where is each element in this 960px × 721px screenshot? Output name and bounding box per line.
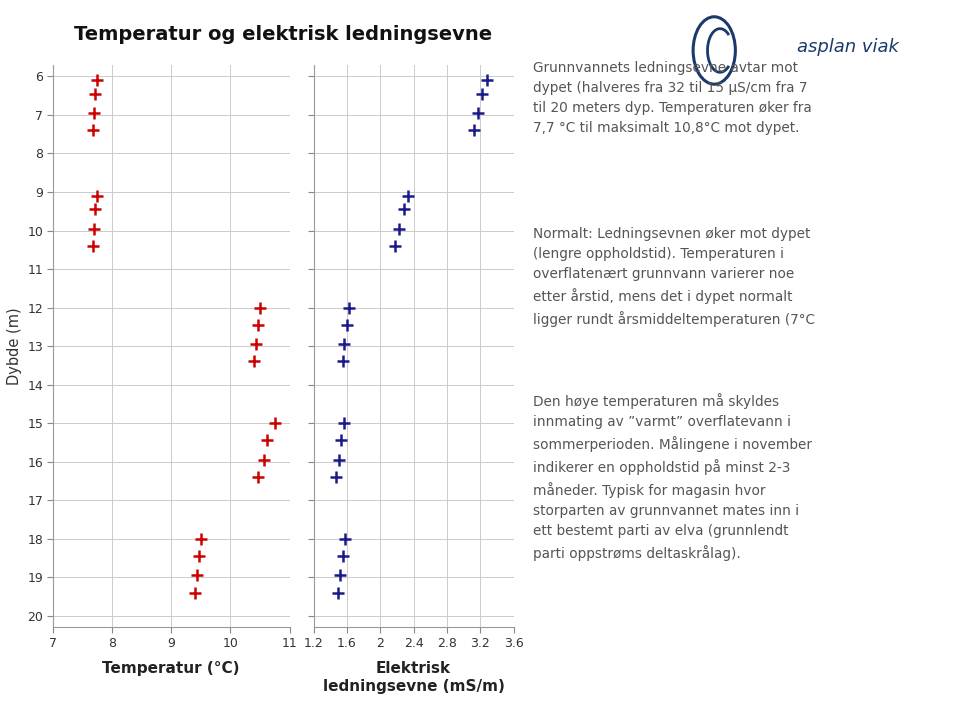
Point: [85, 125, 101, 136]
Point: [259, 435, 275, 446]
Point: [337, 338, 352, 350]
X-axis label: Temperatur (°C): Temperatur (°C): [103, 661, 240, 676]
Point: [396, 203, 411, 215]
Point: [249, 338, 264, 350]
Point: [335, 550, 350, 562]
Point: [470, 107, 486, 119]
Point: [333, 435, 348, 446]
Point: [187, 587, 203, 598]
Point: [328, 472, 344, 483]
Point: [191, 550, 206, 562]
Point: [341, 302, 356, 314]
Point: [86, 107, 102, 119]
Text: Temperatur og elektrisk ledningsevne: Temperatur og elektrisk ledningsevne: [74, 25, 492, 44]
Point: [474, 88, 490, 99]
Point: [251, 472, 266, 483]
Point: [87, 203, 103, 215]
Text: Den høye temperaturen må skyldes
innmating av ”varmt” overflatevann i
sommerperi: Den høye temperaturen må skyldes innmati…: [533, 393, 812, 562]
Point: [331, 454, 347, 466]
Text: Normalt: Ledningsevnen øker mot dypet
(lengre oppholdstid). Temperaturen i
overf: Normalt: Ledningsevnen øker mot dypet (l…: [533, 227, 815, 327]
Y-axis label: Dybde (m): Dybde (m): [7, 307, 22, 385]
Text: Grunnvannstemperatur i Valldal   03.02.2009: Grunnvannstemperatur i Valldal 03.02.200…: [663, 697, 931, 710]
Point: [247, 355, 262, 367]
Point: [251, 319, 266, 331]
Point: [388, 240, 403, 252]
Point: [85, 240, 101, 252]
Point: [189, 570, 204, 581]
Point: [252, 302, 268, 314]
Point: [330, 587, 346, 598]
Point: [332, 570, 348, 581]
Point: [89, 190, 105, 202]
Point: [89, 74, 105, 86]
Point: [479, 74, 494, 86]
Text: asplan viak: asplan viak: [797, 38, 899, 56]
Point: [267, 417, 282, 429]
Point: [339, 319, 354, 331]
X-axis label: Elektrisk
ledningsevne (mS/m): Elektrisk ledningsevne (mS/m): [323, 661, 505, 694]
Point: [335, 355, 350, 367]
Point: [193, 533, 208, 544]
Point: [256, 454, 272, 466]
Point: [87, 88, 103, 99]
Point: [466, 125, 481, 136]
Text: Grunnvannets ledningsevne avtar mot
dypet (halveres fra 32 til 15 μS/cm fra 7
ti: Grunnvannets ledningsevne avtar mot dype…: [533, 61, 811, 136]
Point: [392, 223, 407, 234]
Point: [336, 417, 351, 429]
Point: [338, 533, 353, 544]
Point: [86, 223, 102, 234]
Point: [400, 190, 416, 202]
